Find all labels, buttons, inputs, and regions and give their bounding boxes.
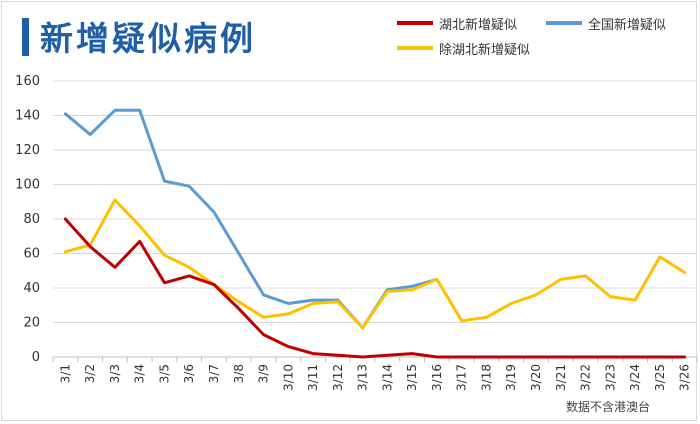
- line-hubei: [63, 217, 687, 359]
- y-tick-label-0: 0: [32, 350, 40, 365]
- x-tick-label-3-26: 3/26: [678, 364, 692, 391]
- y-tick-label-100: 100: [15, 178, 40, 193]
- line-ex-hubei: [63, 198, 687, 330]
- x-tick-label-3-13: 3/13: [356, 364, 370, 391]
- x-tick-label-3-21: 3/21: [554, 364, 568, 391]
- title-accent-bar: [22, 18, 29, 56]
- x-tick-label-3-20: 3/20: [529, 364, 543, 391]
- y-tick-label-40: 40: [23, 281, 40, 296]
- legend-item-ex-hubei: 除湖北新增疑似: [397, 38, 530, 58]
- legend-swatch-ex-hubei: [397, 46, 433, 50]
- x-tick-label-3-14: 3/14: [380, 364, 394, 391]
- legend-item-hubei: 湖北新增疑似: [397, 13, 517, 33]
- legend-swatch-hubei: [397, 21, 433, 25]
- x-tick-label-3-7: 3/7: [207, 364, 221, 383]
- y-tick-label-60: 60: [23, 247, 40, 262]
- y-tick-label-120: 120: [15, 143, 40, 158]
- y-tick-label-80: 80: [23, 212, 40, 227]
- legend-label-national: 全国新增疑似: [588, 17, 667, 33]
- x-tick-label-3-4: 3/4: [133, 364, 147, 383]
- y-tick-label-160: 160: [15, 74, 40, 89]
- chart-title: 新增疑似病例: [40, 19, 256, 58]
- legend-label-ex-hubei: 除湖北新增疑似: [439, 42, 531, 58]
- x-tick-label-3-25: 3/25: [653, 364, 667, 391]
- x-tick-label-3-23: 3/23: [603, 364, 617, 391]
- y-tick-label-140: 140: [15, 109, 40, 124]
- legend-swatch-national: [546, 21, 582, 25]
- x-tick-label-3-11: 3/11: [306, 364, 320, 391]
- x-tick-label-3-19: 3/19: [504, 364, 518, 391]
- x-tick-label-3-17: 3/17: [455, 364, 469, 391]
- x-tick-label-3-9: 3/9: [257, 364, 271, 383]
- x-tick-label-3-8: 3/8: [232, 364, 246, 383]
- x-tick-label-3-1: 3/1: [58, 364, 72, 383]
- x-tick-label-3-16: 3/16: [430, 364, 444, 391]
- x-tick-label-3-5: 3/5: [157, 364, 171, 383]
- y-tick-label-20: 20: [23, 316, 40, 331]
- x-tick-label-3-12: 3/12: [331, 364, 345, 391]
- x-tick-label-3-18: 3/18: [479, 364, 493, 391]
- x-tick-label-3-3: 3/3: [108, 364, 122, 383]
- x-tick-label-3-24: 3/24: [628, 364, 642, 391]
- x-tick-label-3-2: 3/2: [83, 364, 97, 383]
- source-note: 数据不含港澳台: [566, 400, 651, 414]
- legend-label-hubei: 湖北新增疑似: [439, 17, 518, 33]
- legend-item-national: 全国新增疑似: [546, 13, 666, 33]
- x-tick-label-3-15: 3/15: [405, 364, 419, 391]
- x-tick-label-3-6: 3/6: [182, 364, 196, 383]
- x-tick-label-3-22: 3/22: [579, 364, 593, 391]
- x-tick-label-3-10: 3/10: [281, 364, 295, 391]
